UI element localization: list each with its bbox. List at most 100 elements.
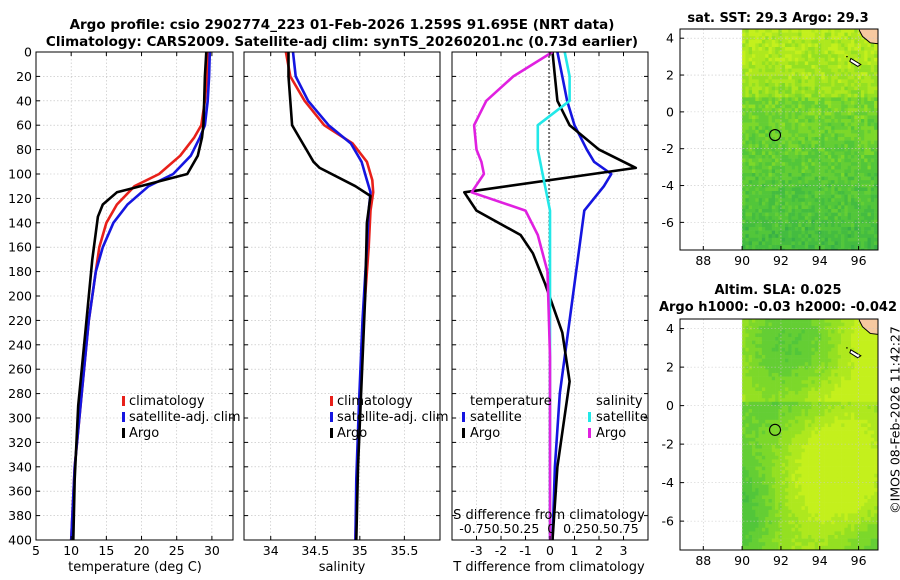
field-cell	[765, 344, 769, 349]
field-cell	[804, 337, 809, 341]
field-cell	[765, 162, 769, 167]
field-cell	[851, 119, 855, 123]
field-cell	[857, 322, 862, 327]
field-cell	[775, 180, 779, 185]
field-cell	[827, 137, 832, 141]
field-cell	[844, 198, 848, 203]
field-cell	[834, 319, 839, 323]
field-cell	[804, 481, 809, 485]
field-cell	[755, 194, 759, 199]
field-cell	[788, 391, 792, 395]
field-cell	[771, 398, 776, 403]
field-cell	[844, 369, 848, 374]
field-cell	[818, 322, 822, 327]
field-cell	[791, 463, 796, 467]
field-cell	[837, 430, 842, 435]
field-cell	[794, 337, 799, 341]
field-cell	[834, 234, 839, 239]
field-cell	[811, 205, 815, 210]
field-cell	[824, 155, 829, 159]
field-cell	[851, 427, 855, 431]
field-cell	[834, 230, 839, 235]
field-cell	[742, 201, 746, 206]
field-cell	[811, 319, 815, 323]
field-cell	[801, 140, 806, 145]
field-cell	[864, 191, 868, 195]
field-cell	[758, 344, 763, 349]
field-cell	[860, 452, 865, 457]
field-cell	[864, 234, 868, 239]
field-cell	[748, 326, 753, 331]
field-cell	[794, 326, 799, 331]
field-cell	[781, 97, 786, 102]
field-cell	[788, 155, 792, 159]
field-cell	[870, 223, 875, 228]
field-cell	[788, 191, 792, 195]
field-cell	[791, 329, 796, 334]
field-cell	[804, 162, 809, 167]
field-cell	[748, 191, 753, 195]
field-cell	[870, 104, 875, 109]
field-cell	[811, 194, 815, 199]
field-cell	[831, 219, 835, 224]
field-cell	[742, 47, 746, 51]
field-cell	[870, 155, 875, 159]
field-cell	[860, 394, 865, 399]
field-cell	[844, 459, 848, 464]
field-cell	[758, 470, 763, 475]
field-cell	[857, 484, 862, 489]
y-tick-label: 220	[8, 313, 32, 328]
field-cell	[824, 351, 829, 356]
field-cell	[781, 137, 786, 141]
field-cell	[811, 358, 815, 363]
field-cell	[818, 488, 822, 493]
field-cell	[811, 133, 815, 138]
field-cell	[771, 401, 776, 406]
field-cell	[847, 151, 852, 156]
field-cell	[748, 194, 753, 199]
field-cell	[864, 72, 868, 77]
field-cell	[808, 191, 812, 195]
field-cell	[771, 57, 776, 62]
field-cell	[821, 57, 825, 62]
field-cell	[811, 165, 815, 170]
field-cell	[841, 326, 845, 331]
field-cell	[811, 209, 815, 213]
field-cell	[768, 68, 773, 73]
field-cell	[857, 383, 862, 388]
field-cell	[870, 65, 875, 69]
field-cell	[804, 387, 809, 392]
field-cell	[844, 187, 848, 192]
field-cell	[831, 484, 835, 489]
field-cell	[768, 380, 773, 385]
field-cell	[778, 481, 782, 485]
field-cell	[755, 47, 759, 51]
field-cell	[857, 158, 862, 163]
field-cell	[860, 481, 865, 485]
field-cell	[851, 369, 855, 374]
field-cell	[752, 61, 756, 66]
field-cell	[874, 391, 878, 395]
field-cell	[778, 111, 782, 116]
field-cell	[841, 57, 845, 62]
field-cell	[804, 198, 809, 203]
field-cell	[834, 201, 839, 206]
field-cell	[771, 473, 776, 478]
field-cell	[814, 362, 819, 367]
field-cell	[864, 248, 868, 250]
field-cell	[860, 57, 865, 62]
field-cell	[761, 57, 766, 62]
field-cell	[801, 86, 806, 91]
field-cell	[765, 351, 769, 356]
field-cell	[765, 176, 769, 181]
field-cell	[821, 65, 825, 69]
field-cell	[781, 108, 786, 113]
field-cell	[851, 129, 855, 134]
field-cell	[755, 173, 759, 177]
field-cell	[775, 165, 779, 170]
field-cell	[794, 351, 799, 356]
field-cell	[745, 50, 749, 55]
field-cell	[755, 104, 759, 109]
field-cell	[808, 466, 812, 471]
field-cell	[870, 452, 875, 457]
